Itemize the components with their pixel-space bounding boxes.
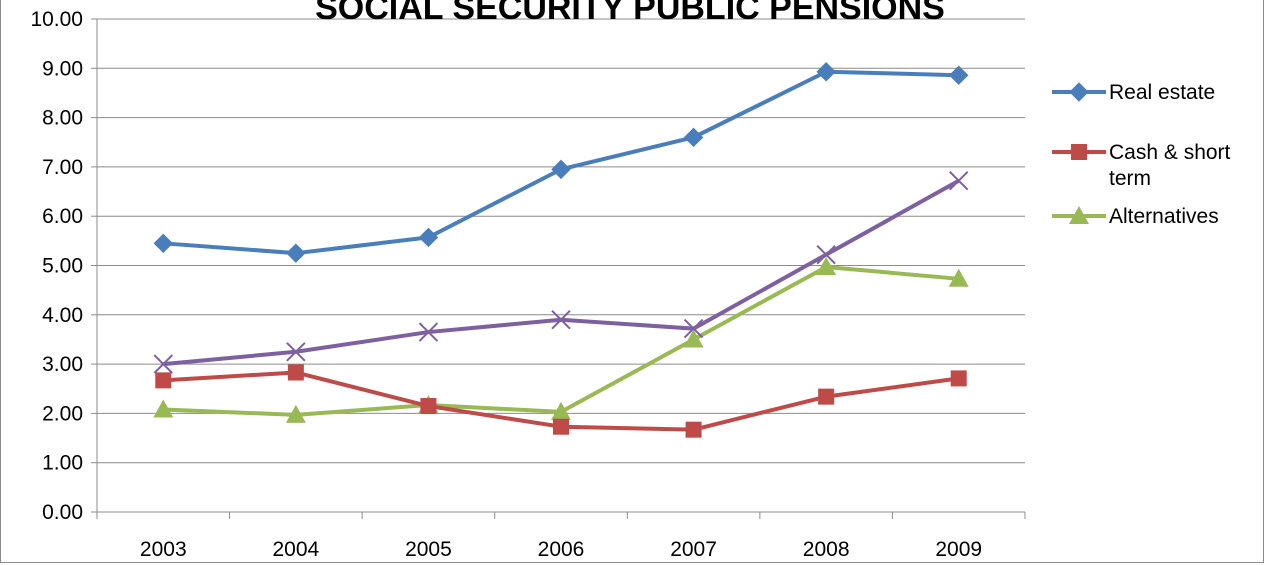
data-point-x	[950, 172, 968, 190]
data-point-diamond	[950, 66, 968, 84]
x-tick-label: 2004	[272, 538, 319, 561]
y-tick-label: 10.00	[30, 8, 83, 31]
legend: Real estate Cash & short term Alternatives	[1052, 81, 1231, 228]
data-point-square	[818, 389, 834, 405]
data-point-diamond	[552, 160, 570, 178]
legend-label: Real estate	[1109, 81, 1215, 104]
y-tick-label: 3.00	[42, 353, 83, 376]
data-point-square	[686, 422, 702, 438]
y-tick-label: 5.00	[42, 255, 83, 278]
y-tick-label: 9.00	[42, 57, 83, 80]
data-point-square	[951, 370, 967, 386]
y-tick-label: 4.00	[42, 304, 83, 327]
data-point-square	[553, 419, 569, 435]
series-line-2	[163, 267, 958, 415]
series-line-3	[163, 181, 958, 364]
y-tick-label: 2.00	[42, 402, 83, 425]
y-tick-label: 0.00	[42, 501, 83, 524]
x-axis-tick-labels: 2003 2004 2005 2006 2007 2008 2009	[140, 538, 982, 561]
axes	[91, 19, 1025, 519]
x-tick-label: 2005	[405, 538, 452, 561]
series-layer	[153, 63, 968, 438]
data-point-diamond	[1070, 83, 1088, 101]
y-tick-label: 1.00	[42, 452, 83, 475]
x-tick-label: 2009	[935, 538, 982, 561]
chart-title: SOCIAL SECURITY PUBLIC PENSIONS	[315, 0, 945, 27]
data-point-diamond	[287, 244, 305, 262]
data-point-diamond	[685, 128, 703, 146]
data-point-triangle	[684, 329, 704, 347]
data-point-square	[1071, 144, 1087, 160]
data-point-diamond	[154, 234, 172, 252]
data-point-square	[420, 398, 436, 414]
y-tick-label: 8.00	[42, 107, 83, 130]
x-tick-label: 2007	[670, 538, 717, 561]
legend-label: Cash & short term	[1109, 141, 1231, 190]
data-point-diamond	[817, 63, 835, 81]
x-tick-label: 2008	[803, 538, 850, 561]
x-tick-label: 2006	[538, 538, 585, 561]
y-tick-label: 7.00	[42, 156, 83, 179]
y-axis-tick-labels: 0.00 1.00 2.00 3.00 4.00 5.00 6.00 7.00 8.00 9.00…	[30, 8, 83, 524]
data-point-square	[288, 364, 304, 380]
legend-label: Alternatives	[1109, 205, 1219, 228]
x-tick-label: 2003	[140, 538, 187, 561]
gridlines	[97, 19, 1025, 463]
data-point-square	[155, 372, 171, 388]
y-tick-label: 6.00	[42, 205, 83, 228]
data-point-diamond	[419, 228, 437, 246]
